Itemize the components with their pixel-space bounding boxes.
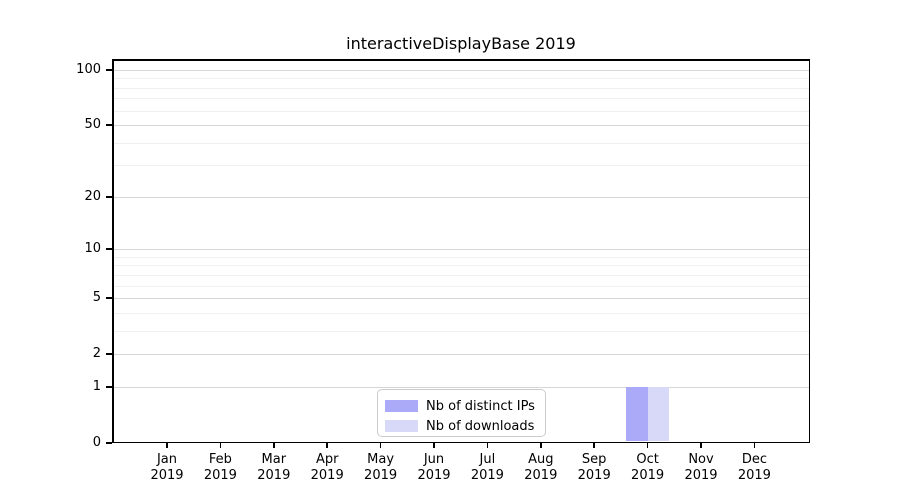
x-tick-year: 2019 xyxy=(684,468,718,483)
y-tick-label: 10 xyxy=(84,241,101,257)
chart-title: interactiveDisplayBase 2019 xyxy=(346,34,576,53)
x-tick-label: Aug 2019 xyxy=(509,452,573,484)
gridline-minor xyxy=(112,87,810,89)
bar xyxy=(647,386,670,442)
x-tick-month: Aug xyxy=(528,452,554,467)
legend-swatch xyxy=(385,400,418,412)
y-tick-mark xyxy=(106,442,112,444)
x-tick-label: Jul 2019 xyxy=(455,452,519,484)
x-tick-mark xyxy=(593,443,595,448)
gridline-major xyxy=(112,386,810,388)
x-tick-month: Apr xyxy=(315,452,339,467)
x-tick-year: 2019 xyxy=(577,468,611,483)
legend-label: Nb of downloads xyxy=(426,418,535,434)
right-spine xyxy=(808,59,810,443)
x-tick-label: Nov 2019 xyxy=(669,452,733,484)
x-tick-mark xyxy=(753,443,756,448)
y-tick-label: 5 xyxy=(92,290,101,306)
gridline-minor xyxy=(112,285,810,287)
gridline-minor xyxy=(112,265,810,267)
legend: Nb of distinct IPs Nb of downloads xyxy=(377,389,546,437)
legend-label: Nb of distinct IPs xyxy=(426,398,535,414)
x-tick-label: May 2019 xyxy=(349,452,413,484)
x-tick-mark xyxy=(646,443,649,448)
x-tick-label: Oct 2019 xyxy=(616,452,680,484)
y-tick-mark xyxy=(106,69,112,71)
x-tick-month: Oct xyxy=(636,452,659,467)
gridline-major xyxy=(112,354,810,356)
x-tick-mark xyxy=(166,443,168,448)
y-tick-mark xyxy=(106,386,112,388)
gridline-minor xyxy=(112,330,810,332)
y-tick-mark xyxy=(106,297,112,299)
x-tick-month: Jul xyxy=(479,452,496,467)
y-tick-mark xyxy=(106,124,112,126)
x-tick-label: Sep 2019 xyxy=(562,452,626,484)
gridline-minor xyxy=(112,312,810,314)
bar xyxy=(626,386,648,442)
x-tick-year: 2019 xyxy=(737,468,771,483)
bottom-spine xyxy=(112,441,810,443)
x-tick-month: Jan xyxy=(156,452,178,467)
x-tick-mark xyxy=(486,443,489,448)
x-tick-year: 2019 xyxy=(203,468,237,483)
x-tick-label: Jan 2019 xyxy=(135,452,199,484)
x-tick-month: Jun xyxy=(423,452,445,467)
x-tick-mark xyxy=(379,443,382,448)
x-tick-month: Mar xyxy=(261,452,287,467)
y-tick-label: 20 xyxy=(84,188,101,204)
gridline-major xyxy=(112,69,810,71)
top-spine xyxy=(112,59,810,61)
gridline-minor xyxy=(112,142,810,144)
x-tick-label: Jun 2019 xyxy=(402,452,466,484)
gridline-major xyxy=(112,249,810,251)
legend-swatch xyxy=(385,420,418,432)
gridline-major xyxy=(112,196,810,198)
x-tick-mark xyxy=(700,443,702,448)
x-tick-label: Feb 2019 xyxy=(188,452,252,484)
x-tick-year: 2019 xyxy=(524,468,558,483)
x-tick-month: Nov xyxy=(688,452,714,467)
legend-entry: Nb of downloads xyxy=(385,416,545,436)
gridline-minor xyxy=(112,274,810,276)
x-tick-mark xyxy=(540,443,542,448)
gridline-minor xyxy=(112,165,810,167)
x-tick-month: Sep xyxy=(581,452,607,467)
gridline-minor xyxy=(112,98,810,100)
x-tick-label: Dec 2019 xyxy=(722,452,786,484)
x-tick-mark xyxy=(326,443,328,448)
x-tick-mark xyxy=(219,443,222,448)
x-tick-label: Mar 2019 xyxy=(242,452,306,484)
x-tick-mark xyxy=(433,443,435,448)
gridline-major xyxy=(112,298,810,300)
y-tick-label: 2 xyxy=(92,346,101,362)
y-tick-label: 50 xyxy=(84,117,101,133)
x-tick-label: Apr 2019 xyxy=(295,452,359,484)
x-tick-year: 2019 xyxy=(310,468,344,483)
left-spine xyxy=(112,59,114,443)
y-tick-mark xyxy=(106,248,112,250)
x-tick-month: May xyxy=(367,452,395,467)
y-tick-mark xyxy=(106,353,112,355)
x-tick-year: 2019 xyxy=(150,468,184,483)
gridline-major xyxy=(112,125,810,127)
x-tick-month: Dec xyxy=(741,452,767,467)
x-tick-year: 2019 xyxy=(470,468,504,483)
x-tick-year: 2019 xyxy=(257,468,291,483)
x-tick-year: 2019 xyxy=(364,468,398,483)
y-tick-label: 100 xyxy=(76,61,101,77)
plot-area: Nb of distinct IPs Nb of downloads xyxy=(112,59,810,443)
gridline-minor xyxy=(112,110,810,112)
x-tick-year: 2019 xyxy=(631,468,665,483)
x-tick-year: 2019 xyxy=(417,468,451,483)
y-tick-mark xyxy=(106,196,112,198)
legend-entry: Nb of distinct IPs xyxy=(385,396,545,416)
y-tick-label: 1 xyxy=(92,378,101,394)
y-tick-label: 0 xyxy=(92,435,101,450)
x-tick-month: Feb xyxy=(208,452,232,467)
gridline-minor xyxy=(112,256,810,258)
gridline-minor xyxy=(112,78,810,80)
x-tick-mark xyxy=(273,443,275,448)
